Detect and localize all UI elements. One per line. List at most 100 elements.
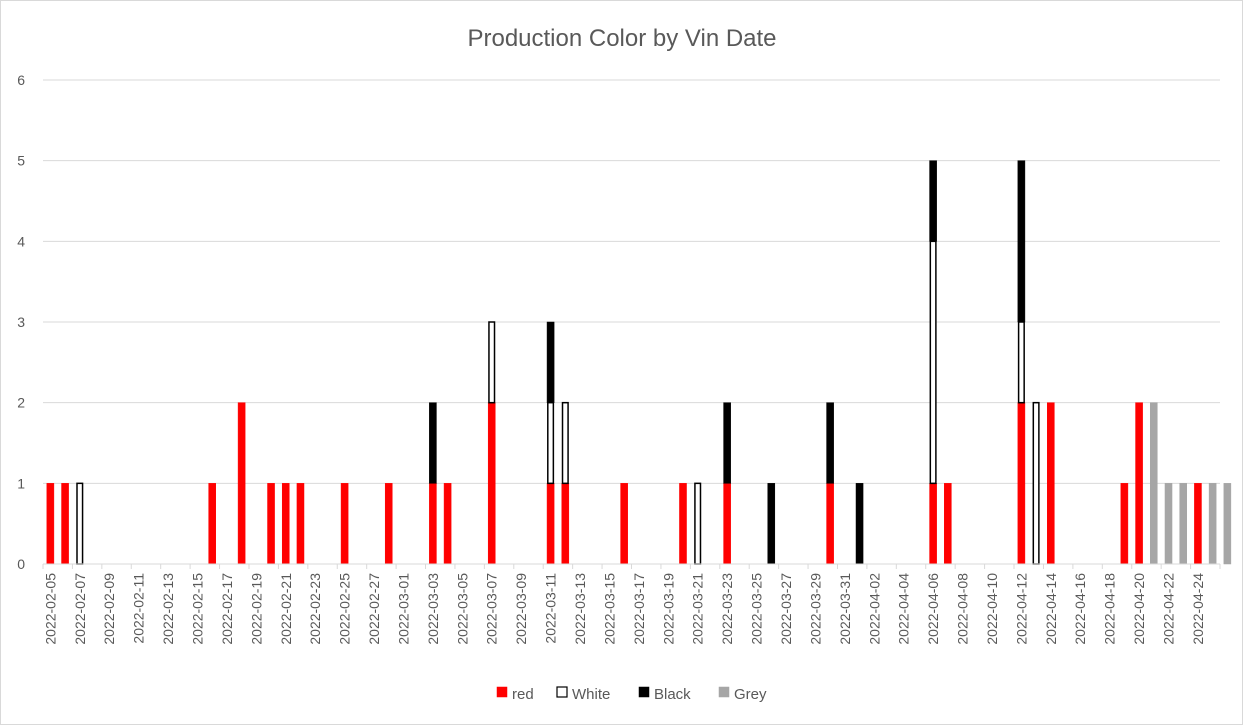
bar-red [561, 483, 570, 565]
y-axis-ticks: 0 1 2 3 4 5 6 [17, 72, 25, 572]
legend-label-black: Black [654, 686, 691, 703]
x-tick-label: 2022-04-16 [1072, 573, 1088, 645]
legend-label-red: red [512, 686, 534, 703]
bar-red [944, 483, 952, 565]
x-tick-label: 2022-02-07 [72, 573, 88, 645]
bar-red [208, 483, 216, 565]
bar-black [1017, 160, 1026, 323]
x-tick-label: 2022-03-15 [601, 573, 617, 645]
x-tick-label: 2022-03-17 [631, 573, 647, 645]
bar-red [46, 483, 55, 565]
x-tick-label: 2022-04-12 [1013, 573, 1029, 645]
x-tick-label: 2022-02-25 [337, 573, 353, 645]
y-tick-label: 3 [17, 314, 25, 330]
x-tick-label: 2022-03-11 [543, 573, 559, 644]
bar-white [561, 401, 569, 485]
bar-red [267, 483, 275, 565]
x-tick-label: 2022-02-09 [101, 573, 117, 645]
bars [46, 160, 1232, 565]
bar-black [546, 321, 555, 403]
y-tick-label: 4 [17, 233, 25, 249]
bar-red [1135, 402, 1143, 565]
bar-grey [1164, 483, 1173, 565]
x-tick-label: 2022-03-19 [660, 573, 676, 645]
x-tick-label: 2022-03-31 [837, 573, 853, 645]
y-tick-label: 2 [17, 395, 25, 411]
bar-red [1120, 483, 1129, 565]
x-tick-label: 2022-02-11 [131, 573, 147, 644]
x-tick-label: 2022-02-21 [278, 573, 294, 645]
x-tick-label: 2022-02-23 [307, 573, 323, 645]
bar-red [61, 483, 69, 565]
bar-grey [1179, 483, 1187, 565]
bar-black [767, 483, 776, 565]
bar-red [281, 483, 290, 565]
legend-swatch-grey [718, 686, 730, 698]
x-tick-label: 2022-04-20 [1131, 573, 1147, 645]
legend-swatch-red [496, 686, 508, 698]
bar-red [296, 483, 305, 565]
bar-black [723, 402, 731, 484]
x-tick-label: 2022-03-09 [513, 573, 529, 645]
chart-title: Production Color by Vin Date [467, 25, 776, 52]
bar-red [443, 483, 452, 565]
bar-red [723, 483, 731, 565]
bar-black [429, 402, 437, 484]
bar-red [237, 402, 246, 565]
x-tick-label: 2022-04-18 [1102, 573, 1118, 645]
x-tick-label: 2022-02-15 [189, 573, 205, 645]
bar-black [826, 402, 834, 484]
x-tick-label: 2022-03-27 [778, 573, 794, 645]
bar-white [694, 482, 702, 565]
bar-grey [1223, 483, 1232, 565]
legend-swatch-white [556, 686, 568, 698]
x-tick-label: 2022-03-03 [425, 573, 441, 645]
bar-red [620, 483, 628, 565]
bar-white [1017, 321, 1025, 404]
bar-black [929, 160, 937, 242]
bar-red [546, 483, 555, 565]
bar-white [488, 321, 496, 404]
bar-grey [1150, 402, 1158, 565]
x-tick-label: 2022-04-14 [1043, 573, 1059, 645]
legend: red White Black Grey [496, 686, 767, 703]
y-tick-label: 5 [17, 153, 25, 169]
x-tick-label: 2022-04-22 [1161, 573, 1177, 645]
x-tick-label: 2022-02-17 [219, 573, 235, 645]
x-tick-label: 2022-03-21 [690, 573, 706, 645]
x-tick-label: 2022-02-05 [42, 573, 58, 645]
x-tick-label: 2022-02-19 [248, 573, 264, 645]
gridlines [43, 79, 1220, 484]
bar-red [826, 483, 834, 565]
bar-grey [1208, 483, 1217, 565]
bar-red [1017, 402, 1026, 565]
bar-black [855, 483, 864, 565]
x-tick-label: 2022-03-29 [807, 573, 823, 645]
x-tick-label: 2022-02-13 [160, 573, 176, 645]
x-tick-label: 2022-03-23 [719, 573, 735, 645]
x-tick-label: 2022-02-27 [366, 573, 382, 645]
x-tick-label: 2022-03-05 [454, 573, 470, 645]
x-tick-label: 2022-04-24 [1190, 573, 1206, 645]
y-tick-label: 6 [17, 72, 25, 88]
bar-red [929, 483, 937, 565]
x-tick-label: 2022-04-04 [896, 573, 912, 645]
bar-red [384, 483, 393, 565]
bar-red [679, 483, 687, 565]
x-tick-label: 2022-03-13 [572, 573, 588, 645]
legend-swatch-black [638, 686, 650, 698]
legend-label-white: White [572, 686, 610, 703]
bar-white [929, 240, 937, 485]
x-axis-ticks: 2022-02-05 2022-02-07 2022-02-09 2022-02-11… [42, 573, 1206, 645]
bar-red [1194, 483, 1202, 565]
x-tick-label: 2022-03-07 [484, 573, 500, 645]
x-tick-label: 2022-04-10 [984, 573, 1000, 645]
bar-white [547, 401, 555, 485]
bar-red [1047, 402, 1055, 565]
y-tick-label: 1 [17, 475, 25, 491]
bar-red [429, 483, 437, 565]
x-tick-label: 2022-04-08 [955, 573, 971, 645]
x-axis [42, 563, 1221, 569]
bar-red [340, 483, 349, 565]
